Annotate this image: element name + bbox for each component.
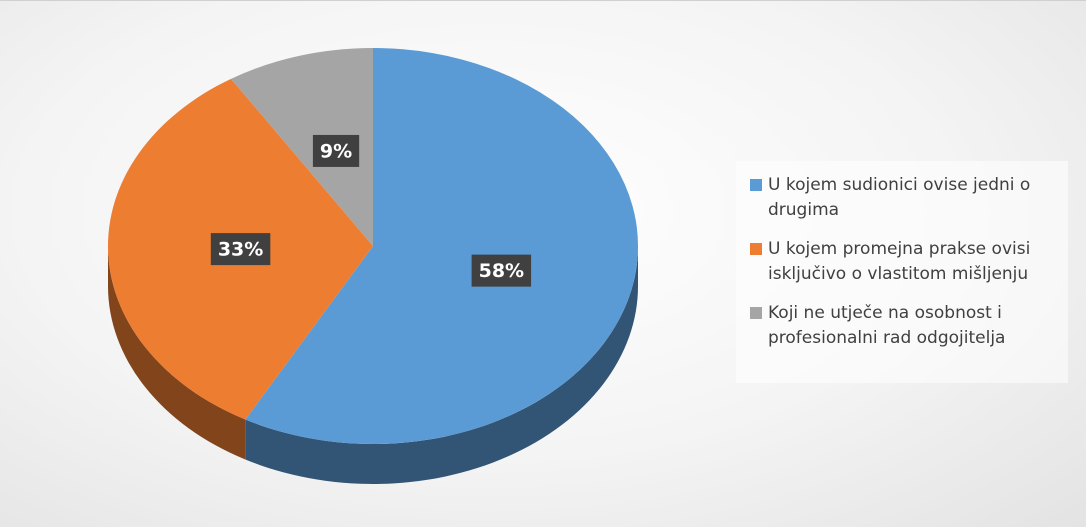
data-label: 58% [471,254,532,287]
pie-side [245,246,639,484]
pie-slice [231,48,373,246]
data-label: 9% [312,134,360,167]
legend-item: U kojem sudionici ovise jedni o drugima [750,173,1060,223]
data-label-text: 58% [479,260,524,282]
data-label-box [210,233,271,266]
legend-swatch [750,179,762,191]
data-label-text: 33% [218,239,263,261]
data-label-box [471,254,532,287]
data-label: 33% [210,233,271,266]
legend-swatch [750,307,762,319]
legend-label: U kojem promejna prakse ovisi isključivo… [768,239,1031,284]
data-label-box [312,134,360,167]
legend-label: Koji ne utječe na osobnost i profesional… [768,303,1006,348]
legend-label: U kojem sudionici ovise jedni o drugima [768,175,1031,220]
legend-item: U kojem promejna prakse ovisi isključivo… [750,237,1060,287]
legend-item: Koji ne utječe na osobnost i profesional… [750,301,1060,351]
data-label-text: 9% [320,140,352,162]
pie-side [108,246,246,460]
legend: U kojem sudionici ovise jedni o drugima U… [736,161,1068,383]
pie-slice [245,48,639,444]
legend-swatch [750,243,762,255]
